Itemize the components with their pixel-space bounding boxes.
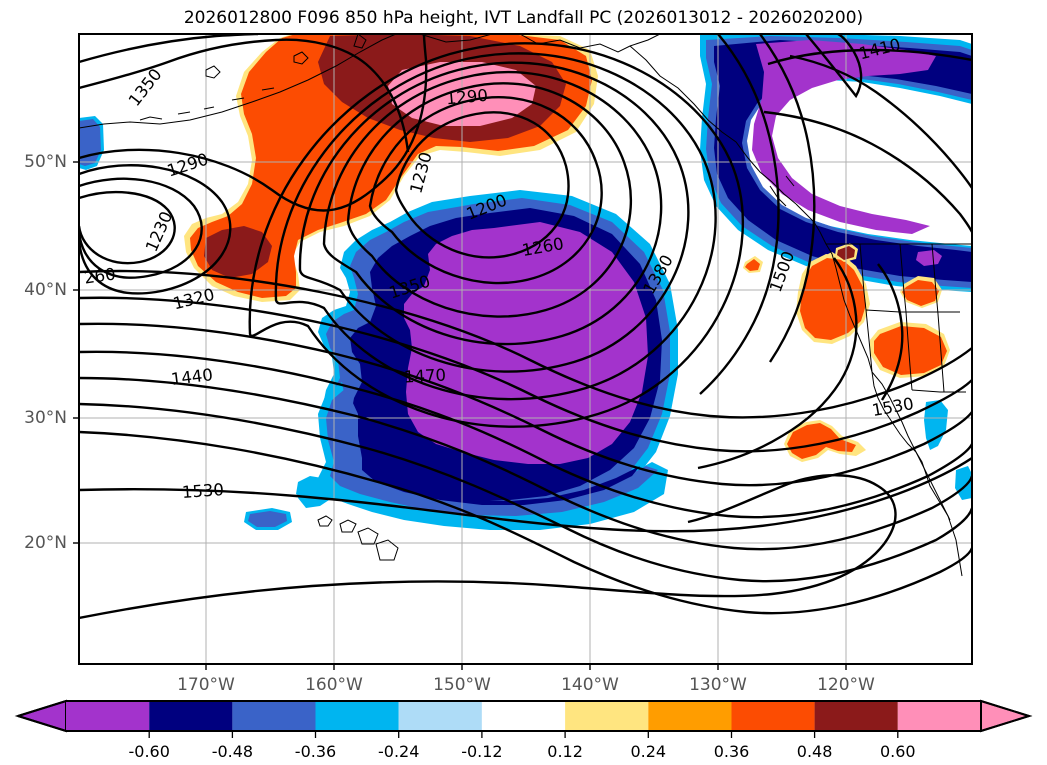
colorbar-tick-label: -0.60 [128, 742, 169, 761]
page-title: 2026012800 F096 850 hPa height, IVT Land… [183, 8, 864, 28]
colorbar-band[interactable] [648, 701, 732, 731]
colorbar-tick-label: 0.36 [714, 742, 750, 761]
y-tick-label: 40°N [24, 280, 67, 300]
plot-frame [78, 33, 973, 665]
x-tick-label: 130°W [689, 675, 747, 695]
colorbar-tick-label: 0.48 [797, 742, 833, 761]
colorbar-band[interactable] [481, 701, 566, 731]
map-plot: 1350 1290 1230 260 1320 1290 1230 1200 1… [24, 33, 973, 695]
colorbar-swatches[interactable] [14, 699, 1033, 733]
colorbar-outline [17, 700, 1033, 732]
y-tick-label: 20°N [24, 533, 67, 553]
y-axis [73, 161, 79, 544]
colorbar-band[interactable] [897, 701, 981, 731]
x-tick-label: 140°W [561, 675, 619, 695]
y-tick-label: 30°N [24, 408, 67, 428]
colorbar-ticks [148, 731, 899, 738]
colorbar-band[interactable] [232, 701, 316, 731]
colorbar-band[interactable] [149, 701, 233, 731]
colorbar-band[interactable] [731, 701, 815, 731]
colorbar-band[interactable] [315, 701, 399, 731]
colorbar-tick-label: 0.12 [547, 742, 583, 761]
shaded-field [79, 34, 972, 530]
height-contours [79, 34, 972, 620]
shading-patch [752, 40, 936, 234]
x-axis [205, 664, 847, 670]
shading-patch [902, 280, 939, 306]
coastlines [79, 34, 972, 577]
colorbar-extend-low[interactable] [14, 699, 67, 733]
contour-label: 1440 [170, 365, 214, 389]
colorbar-extend-high[interactable] [980, 699, 1033, 733]
x-tick-label: 160°W [305, 675, 363, 695]
contour-label: 1470 [403, 365, 446, 386]
contour-label: 1290 [445, 86, 488, 109]
colorbar-tick-label: 0.60 [880, 742, 916, 761]
shading-patch [924, 400, 948, 450]
y-tick-label: 50°N [24, 152, 67, 172]
colorbar-band[interactable] [814, 701, 898, 731]
shading-patch [787, 423, 856, 459]
shading-patch [248, 511, 287, 527]
shading-patch [745, 259, 760, 271]
shading-patch [874, 326, 947, 375]
x-tick-label: 120°W [817, 675, 875, 695]
colorbar-tick-label: 0.24 [630, 742, 666, 761]
x-tick-label: 170°W [177, 675, 235, 695]
colorbar-tick-label: -0.12 [461, 742, 502, 761]
colorbar-band[interactable] [398, 701, 482, 731]
shading-patch [800, 258, 866, 340]
colorbar-band[interactable] [565, 701, 649, 731]
colorbar-tick-label: -0.48 [212, 742, 253, 761]
colorbar-band[interactable] [66, 701, 150, 731]
colorbar-tick-label: -0.24 [378, 742, 419, 761]
x-tick-label: 150°W [433, 675, 491, 695]
contour-label: 1530 [181, 480, 224, 502]
colorbar-tick-label: -0.36 [295, 742, 336, 761]
contour-label: 260 [83, 264, 117, 287]
shading-patch [916, 250, 942, 266]
